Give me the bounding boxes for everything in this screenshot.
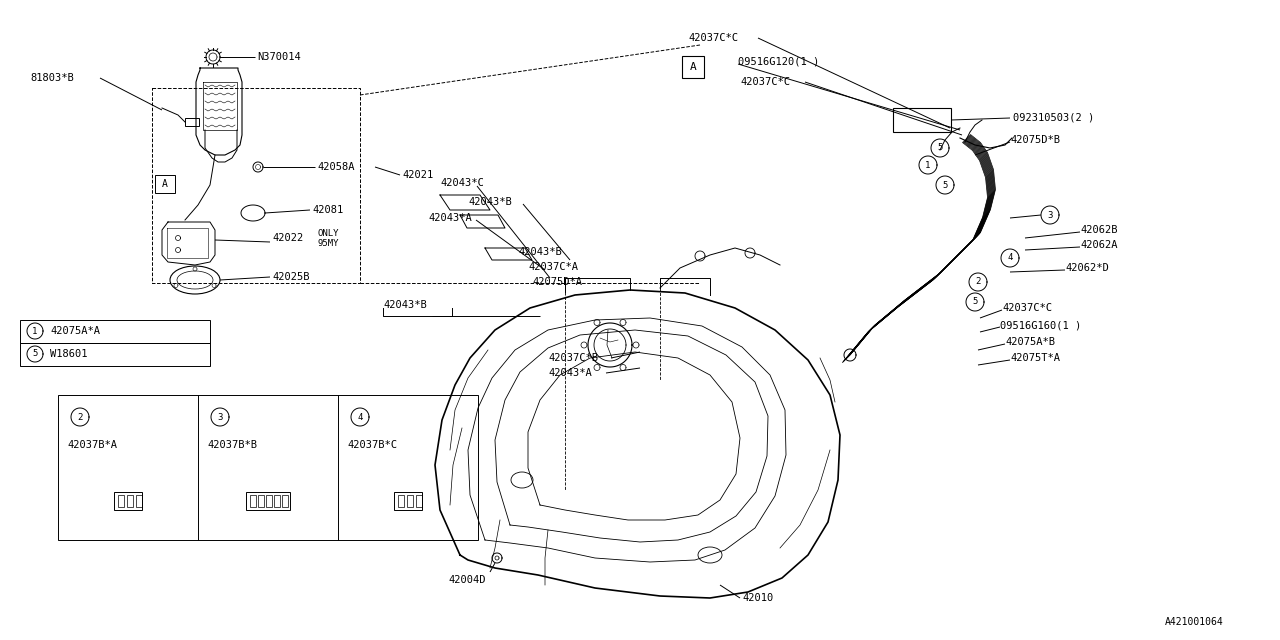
Text: 42043*B: 42043*B — [383, 300, 426, 310]
Text: A421001064: A421001064 — [1165, 617, 1224, 627]
Text: 092310503(2 ): 092310503(2 ) — [1012, 113, 1094, 123]
Text: 81803*B: 81803*B — [29, 73, 74, 83]
Bar — [246, 492, 291, 510]
Text: A: A — [690, 62, 696, 72]
Text: A: A — [163, 179, 168, 189]
Text: 5: 5 — [32, 349, 37, 358]
Text: 42021: 42021 — [402, 170, 433, 180]
Text: 42062A: 42062A — [1080, 240, 1117, 250]
Text: 42037B*B: 42037B*B — [207, 440, 257, 450]
Text: 42081: 42081 — [312, 205, 343, 215]
Text: 5: 5 — [937, 143, 942, 152]
Bar — [416, 495, 422, 507]
Bar — [394, 492, 422, 510]
Bar — [282, 495, 288, 507]
Bar — [407, 495, 413, 507]
Bar — [893, 108, 951, 132]
Text: 42075A*A: 42075A*A — [50, 326, 100, 336]
Text: 42062*D: 42062*D — [1065, 263, 1108, 273]
Text: 42075D*A: 42075D*A — [532, 277, 582, 287]
Text: 42043*B: 42043*B — [468, 197, 512, 207]
Text: 42043*A: 42043*A — [428, 213, 472, 223]
Text: 1: 1 — [925, 161, 931, 170]
Bar — [274, 495, 280, 507]
Text: 2: 2 — [77, 413, 83, 422]
Bar — [682, 56, 704, 78]
Text: 09516G160(1 ): 09516G160(1 ) — [1000, 320, 1082, 330]
Text: 42037C*C: 42037C*C — [740, 77, 790, 87]
Bar — [118, 495, 124, 507]
Text: 42022: 42022 — [273, 233, 303, 243]
Bar — [58, 395, 477, 540]
Bar — [114, 492, 142, 510]
Text: 42037C*C: 42037C*C — [689, 33, 739, 43]
Text: 42043*A: 42043*A — [548, 368, 591, 378]
Bar — [136, 495, 142, 507]
Bar — [152, 88, 360, 283]
Text: 42004D: 42004D — [448, 575, 485, 585]
Text: 3: 3 — [1047, 211, 1052, 220]
Text: ONLY: ONLY — [317, 230, 339, 239]
Text: 95MY: 95MY — [317, 239, 339, 248]
Text: 42037B*C: 42037B*C — [347, 440, 397, 450]
Text: 42037B*A: 42037B*A — [67, 440, 116, 450]
Text: 42037C*B: 42037C*B — [548, 353, 598, 363]
Text: 42075T*A: 42075T*A — [1010, 353, 1060, 363]
Text: 42062B: 42062B — [1080, 225, 1117, 235]
Text: 4: 4 — [1007, 253, 1012, 262]
Bar — [398, 495, 404, 507]
Text: 42037C*A: 42037C*A — [529, 262, 579, 272]
Bar — [186, 118, 198, 126]
Text: 3: 3 — [218, 413, 223, 422]
Text: 42043*C: 42043*C — [440, 178, 484, 188]
Text: N370014: N370014 — [257, 52, 301, 62]
Text: 42075A*B: 42075A*B — [1005, 337, 1055, 347]
Bar — [266, 495, 273, 507]
Bar — [127, 495, 133, 507]
Text: 5: 5 — [973, 298, 978, 307]
Text: 1: 1 — [32, 326, 37, 335]
Bar — [20, 343, 210, 366]
Text: 42025B: 42025B — [273, 272, 310, 282]
Bar — [155, 175, 175, 193]
Text: 42058A: 42058A — [317, 162, 355, 172]
Text: 2: 2 — [975, 278, 980, 287]
Text: 42043*B: 42043*B — [518, 247, 562, 257]
Text: W18601: W18601 — [50, 349, 87, 359]
Text: 5: 5 — [942, 180, 947, 189]
Text: 42075D*B: 42075D*B — [1010, 135, 1060, 145]
Bar — [259, 495, 264, 507]
Text: 09516G120(1 ): 09516G120(1 ) — [739, 57, 819, 67]
Text: 42010: 42010 — [742, 593, 773, 603]
Text: 42037C*C: 42037C*C — [1002, 303, 1052, 313]
Bar — [250, 495, 256, 507]
Text: 4: 4 — [357, 413, 362, 422]
Bar — [20, 320, 210, 343]
